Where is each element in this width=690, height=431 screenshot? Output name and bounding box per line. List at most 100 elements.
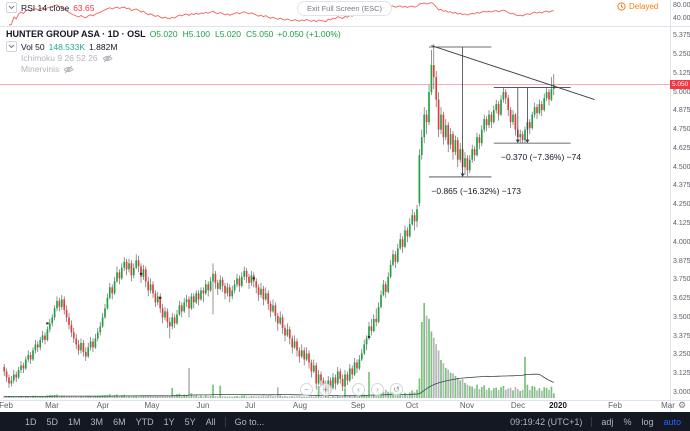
time-axis-label: May bbox=[144, 401, 160, 410]
candle-down bbox=[435, 77, 438, 100]
date-range-buttons: 1D 5D 1M 3M 6M YTD 1Y 5Y All bbox=[20, 417, 221, 427]
volume-bar bbox=[34, 395, 37, 399]
candle-down bbox=[466, 158, 469, 171]
range-button-6m[interactable]: 6M bbox=[113, 416, 126, 427]
volume-bar bbox=[82, 396, 85, 398]
volume-bar bbox=[401, 395, 404, 398]
candle-down bbox=[58, 300, 61, 307]
price-axis-label: 3.875 bbox=[673, 257, 690, 265]
range-button-3m[interactable]: 3M bbox=[90, 416, 104, 427]
candle-up bbox=[312, 365, 315, 372]
descending-trendline[interactable] bbox=[431, 45, 595, 101]
candle-up bbox=[483, 119, 486, 130]
candle-up bbox=[219, 279, 222, 289]
price-axis-divider[interactable] bbox=[670, 0, 671, 412]
volume-bar bbox=[255, 396, 258, 398]
candle-down bbox=[346, 374, 349, 381]
candle-up bbox=[17, 369, 20, 378]
candle-down bbox=[68, 317, 70, 325]
candle-up bbox=[293, 341, 296, 348]
volume-bar bbox=[65, 396, 68, 398]
hidden-indicator-label[interactable]: Ichimoku 9 26 52 26 bbox=[21, 53, 98, 63]
eye-slash-icon[interactable] bbox=[63, 65, 74, 74]
volume-bar bbox=[260, 396, 262, 398]
candle-down bbox=[257, 287, 260, 295]
range-button-all[interactable]: All bbox=[205, 416, 216, 427]
scale-button-auto[interactable]: auto bbox=[663, 416, 681, 427]
range-button-5d[interactable]: 5D bbox=[46, 416, 59, 427]
eye-slash-icon[interactable] bbox=[102, 54, 113, 63]
range-button-1d[interactable]: 1D bbox=[25, 416, 37, 427]
volume-legend-chevron-button[interactable] bbox=[6, 41, 17, 52]
scroll-left-button[interactable]: ‹ bbox=[352, 383, 365, 396]
delayed-data-badge[interactable]: Delayed bbox=[617, 2, 658, 11]
candle-down bbox=[22, 365, 25, 369]
volume-bar bbox=[452, 373, 454, 398]
zoom-in-button[interactable]: + bbox=[319, 383, 332, 396]
volume-bar bbox=[540, 390, 543, 398]
rsi-indicator-label[interactable]: RSI 14 close bbox=[21, 2, 70, 13]
candle-up bbox=[550, 89, 553, 100]
candle-down bbox=[413, 215, 416, 222]
volume-bar bbox=[8, 396, 10, 398]
volume-bar bbox=[432, 337, 435, 398]
candle-down bbox=[72, 332, 75, 339]
clock-label[interactable]: 09:19:42 (UTC+1) bbox=[510, 416, 583, 427]
volume-bar bbox=[144, 395, 147, 399]
scale-button-adj[interactable]: adj bbox=[601, 416, 614, 427]
range-button-1y[interactable]: 1Y bbox=[163, 416, 175, 427]
volume-ma-value: 1.882M bbox=[89, 41, 118, 52]
candle-down bbox=[308, 353, 310, 363]
scroll-right-button[interactable]: › bbox=[371, 383, 384, 396]
volume-indicator-label[interactable]: Vol 50 bbox=[21, 41, 45, 52]
rsi-value: 63.65 bbox=[73, 2, 95, 13]
hidden-indicator-label[interactable]: Minervinis bbox=[21, 64, 60, 74]
candle-up bbox=[279, 317, 282, 324]
scale-button-log[interactable]: log bbox=[641, 416, 654, 427]
volume-bar bbox=[449, 372, 452, 398]
volume-bar bbox=[327, 396, 330, 398]
reset-chart-button[interactable]: ↺ bbox=[390, 383, 403, 396]
volume-bar bbox=[164, 396, 166, 398]
volume-bar bbox=[51, 395, 54, 398]
candle-down bbox=[147, 281, 150, 291]
scale-button-%[interactable]: % bbox=[623, 416, 632, 427]
price-axis-label: 3.000 bbox=[673, 388, 690, 396]
rsi-legend-chevron-button[interactable] bbox=[6, 2, 17, 13]
volume-bar bbox=[500, 387, 502, 398]
candle-up bbox=[449, 134, 452, 145]
candle-down bbox=[221, 279, 224, 286]
symbol-title[interactable]: HUNTER GROUP ASA · 1D · OSL bbox=[6, 29, 146, 39]
candle-down bbox=[262, 288, 265, 300]
range-button-5y[interactable]: 5Y bbox=[184, 416, 196, 427]
candle-down bbox=[125, 261, 128, 270]
candle-down bbox=[168, 321, 171, 327]
volume-bar bbox=[89, 396, 92, 398]
zoom-out-button[interactable]: − bbox=[300, 383, 313, 396]
range-button-1m[interactable]: 1M bbox=[68, 416, 81, 427]
candle-down bbox=[356, 362, 358, 369]
arrowhead-down-icon bbox=[460, 173, 465, 177]
volume-bar bbox=[538, 388, 541, 398]
candle-down bbox=[320, 374, 322, 381]
exit-fullscreen-button[interactable]: Exit Full Screen (ESC) bbox=[297, 1, 393, 16]
volume-bar bbox=[209, 396, 212, 398]
rsi-pane-divider[interactable] bbox=[0, 26, 690, 27]
candle-up bbox=[87, 347, 90, 357]
volume-bar bbox=[183, 394, 186, 398]
candlestick-chart-canvas[interactable] bbox=[0, 0, 690, 412]
candle-down bbox=[351, 368, 354, 375]
candle-down bbox=[548, 92, 550, 100]
go-to-date-button[interactable]: Go to... bbox=[234, 416, 265, 427]
candle-down bbox=[269, 303, 272, 312]
volume-bar bbox=[526, 384, 529, 398]
candle-up bbox=[488, 114, 490, 126]
candle-up bbox=[209, 281, 212, 291]
volume-bar bbox=[356, 396, 358, 398]
volume-bar bbox=[231, 396, 234, 398]
candle-down bbox=[70, 324, 73, 333]
volume-bar bbox=[60, 395, 63, 399]
range-button-ytd[interactable]: YTD bbox=[135, 416, 154, 427]
axis-settings-gear-icon[interactable]: ⚙ bbox=[678, 400, 687, 410]
volume-bar bbox=[437, 350, 440, 398]
